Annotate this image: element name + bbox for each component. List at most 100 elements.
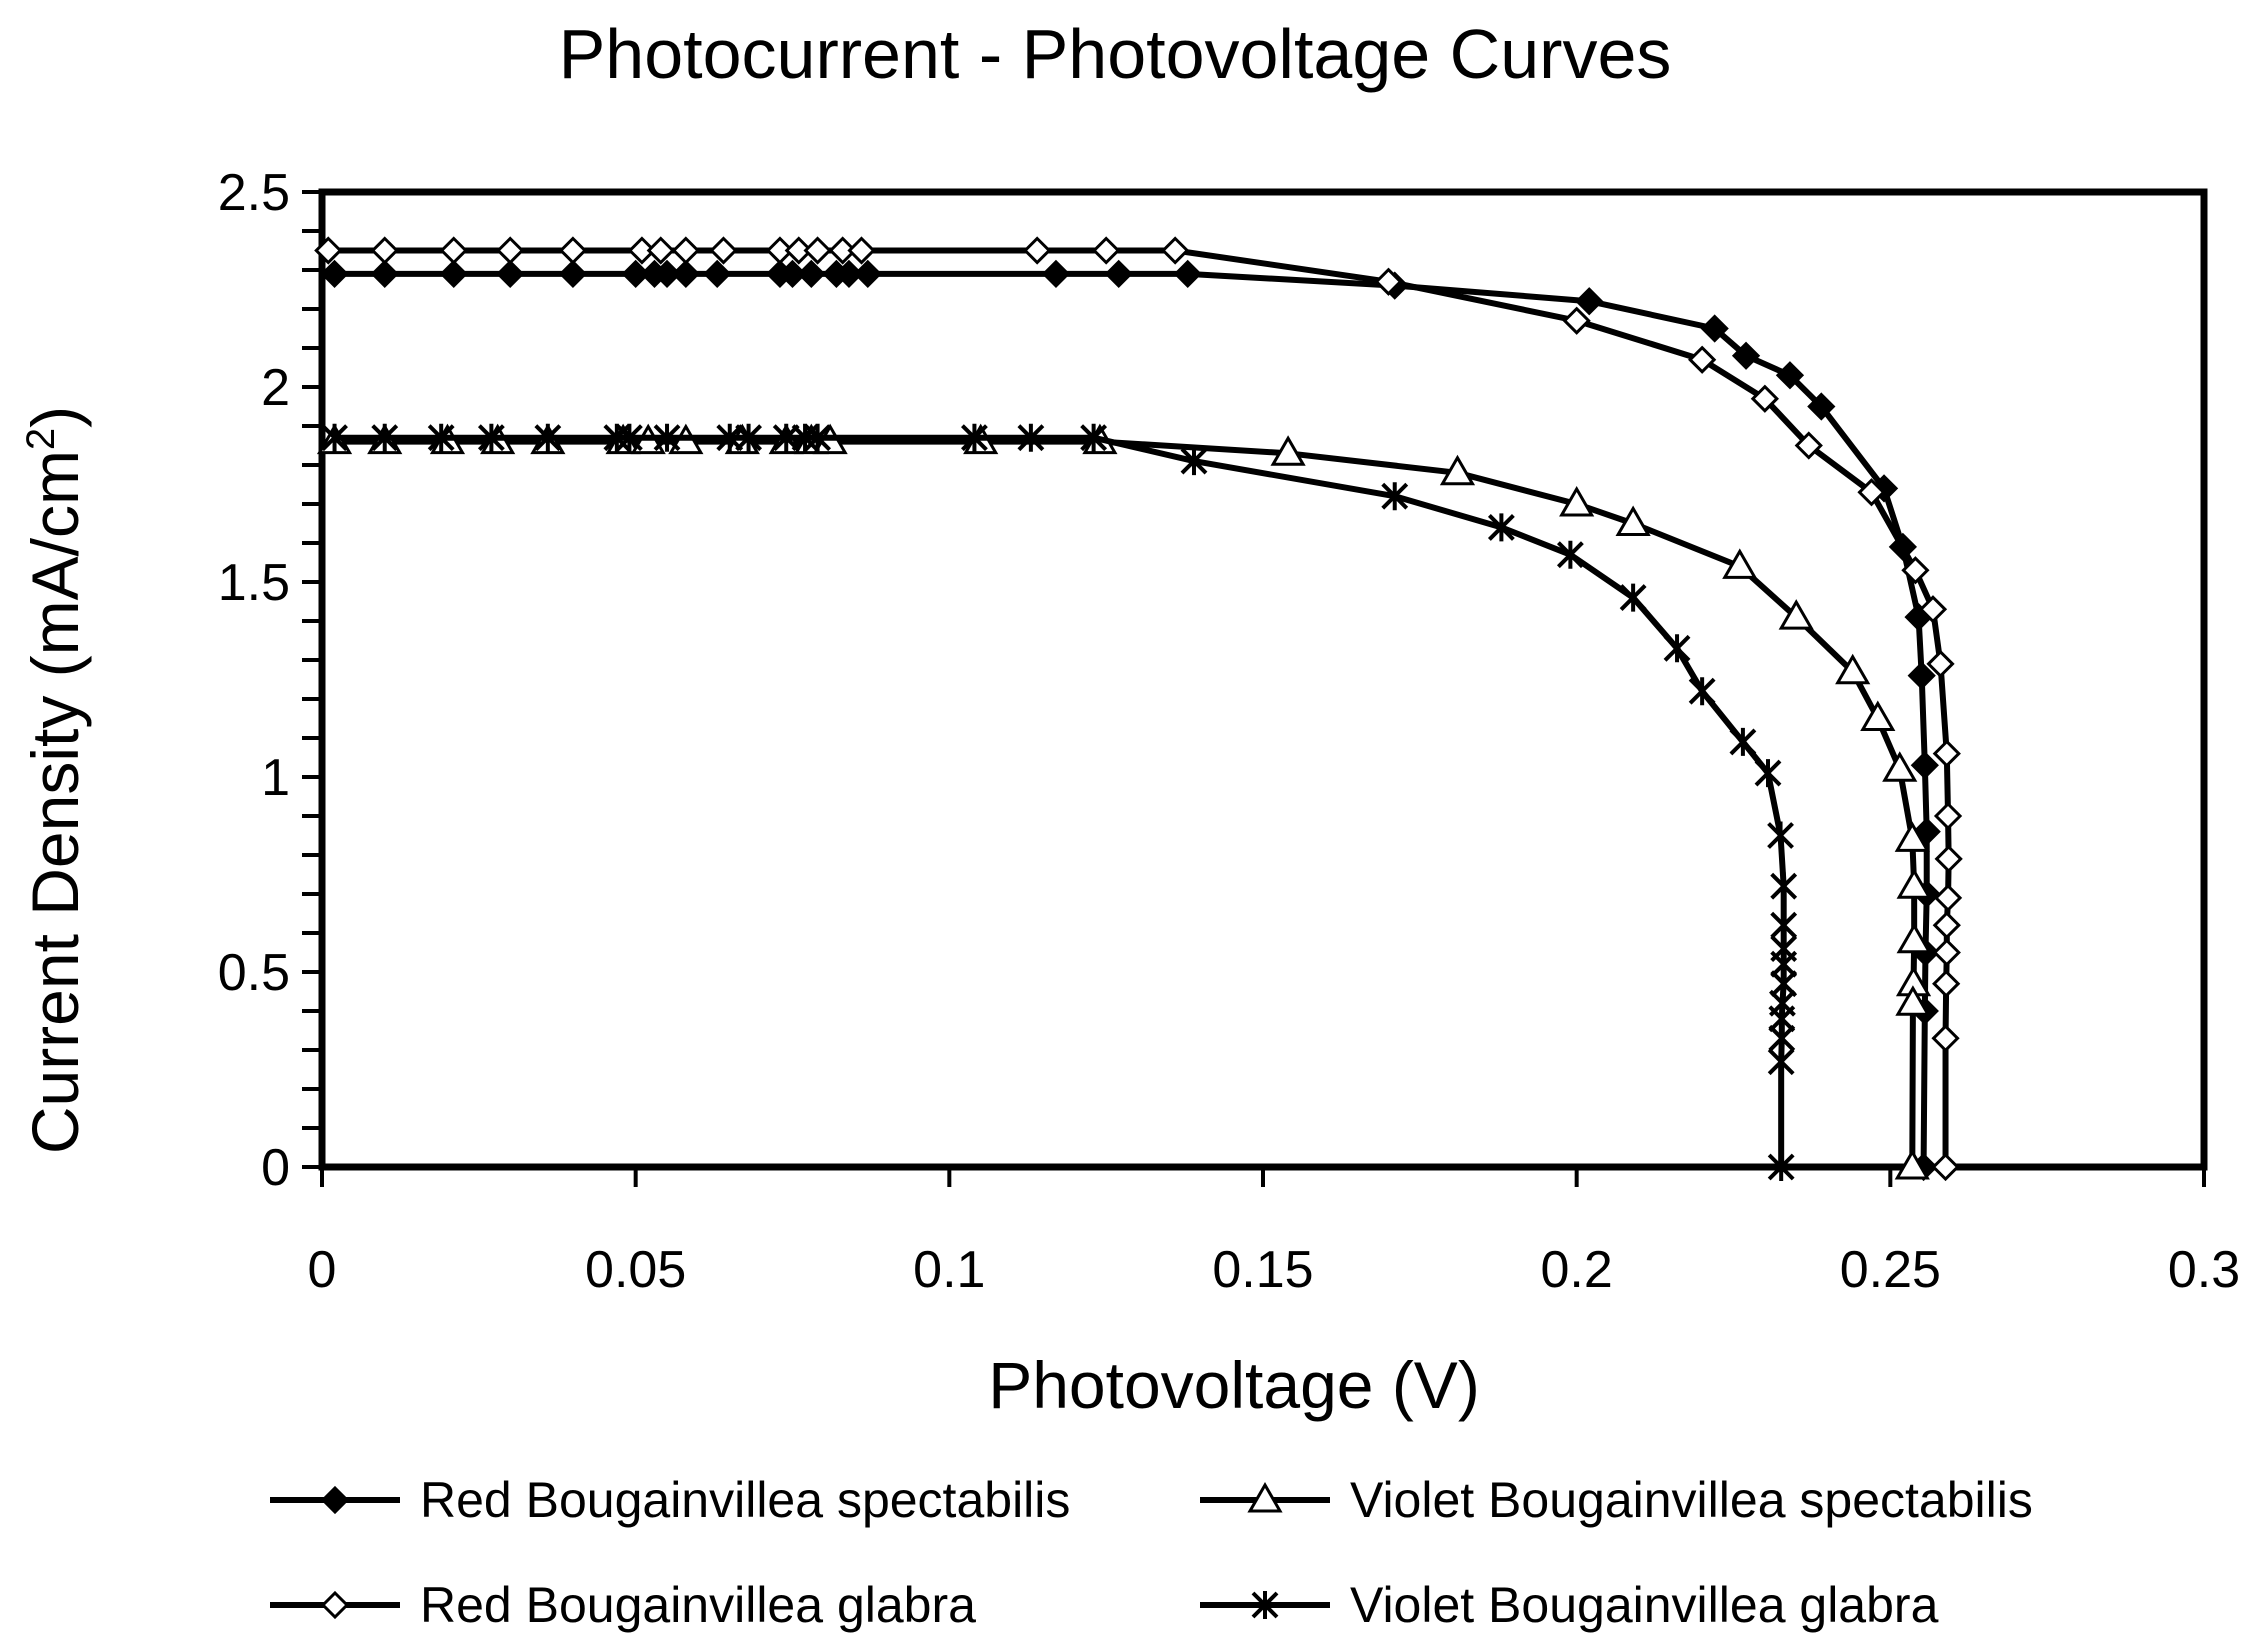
data-point (621, 259, 650, 289)
data-point (1559, 485, 1595, 517)
data-point (1931, 1024, 1960, 1053)
data-point (1778, 599, 1814, 630)
legend-item-violet-bougainvillea-spectabilis: Violet Bougainvillea spectabilis (1200, 1472, 2033, 1528)
data-point (534, 423, 562, 452)
x-tick-label: 0.05 (585, 1241, 686, 1299)
x-axis-ticks: 0 0.05 0.1 0.15 0.2 0.25 0.3 (308, 1167, 2240, 1299)
legend-label: Red Bougainvillea glabra (420, 1577, 976, 1633)
data-point (427, 423, 455, 452)
data-point (314, 236, 343, 265)
data-point (1663, 634, 1691, 663)
series-violet-bougainvillea-glabra (321, 423, 1798, 1181)
series-line (334, 434, 1787, 1167)
data-point (370, 259, 399, 289)
y-axis-label: Current Density (mA/cm2) (18, 406, 92, 1154)
data-point (1575, 287, 1604, 316)
x-tick-label: 0.3 (2168, 1241, 2240, 1299)
data-point (1731, 341, 1761, 370)
data-point (1910, 751, 1939, 780)
data-point (1487, 513, 1515, 542)
data-point (646, 236, 675, 265)
data-point (1933, 801, 1963, 831)
data-point (1180, 447, 1208, 476)
data-point (1381, 482, 1409, 511)
data-point (439, 259, 468, 289)
data-point (1556, 540, 1584, 569)
data-point (1023, 236, 1052, 265)
data-point (320, 259, 349, 289)
data-point (321, 423, 348, 452)
data-point (1770, 872, 1798, 901)
data-point (1017, 423, 1045, 452)
data-point (1104, 259, 1133, 289)
legend-label: Red Bougainvillea spectabilis (420, 1472, 1070, 1528)
data-point (439, 236, 468, 265)
plot-area: 0 0.5 1 1.5 2 2.5 0 0.05 0.1 0.15 0.2 0.25 0.3 (218, 164, 2240, 1299)
data-point (558, 259, 588, 289)
data-point (1932, 969, 1961, 998)
data-point (1562, 306, 1591, 335)
data-point (1932, 938, 1961, 967)
data-point (671, 259, 700, 289)
data-point (477, 423, 505, 452)
data-point (735, 423, 763, 452)
data-point (1754, 759, 1782, 788)
data-point (797, 259, 826, 289)
legend-label: Violet Bougainvillea spectabilis (1350, 1472, 2033, 1528)
data-point (1688, 677, 1716, 706)
data-point (1700, 314, 1729, 343)
data-point (1767, 821, 1794, 850)
legend-marker (320, 1590, 350, 1620)
series-violet-bougainvillea-spectabilis (316, 423, 1932, 1180)
data-point (371, 423, 399, 452)
data-point (1857, 478, 1886, 507)
series-line (334, 438, 1918, 1168)
data-point (1439, 454, 1476, 486)
data-point (1907, 661, 1936, 690)
y-axis-label-superscript: 2 (19, 428, 63, 450)
data-point (496, 236, 525, 265)
data-point (1161, 236, 1190, 265)
y-tick-label: 0.5 (218, 944, 290, 1002)
data-point (496, 259, 525, 289)
data-point (1092, 236, 1121, 265)
legend-label: Violet Bougainvillea glabra (1350, 1577, 1939, 1633)
data-point (778, 259, 807, 289)
data-point (1794, 431, 1823, 460)
data-point (1932, 911, 1961, 940)
data-point (853, 259, 882, 289)
data-point (834, 259, 864, 289)
data-point (1896, 922, 1932, 954)
legend: Red Bougainvillea spectabilis Violet Boug… (270, 1472, 2033, 1633)
data-point (1882, 751, 1918, 782)
data-point (1932, 739, 1961, 768)
data-point (1173, 259, 1202, 289)
legend-marker (1251, 1591, 1279, 1619)
data-point (1619, 583, 1647, 612)
data-point (1901, 556, 1930, 585)
data-point (1767, 1153, 1795, 1181)
x-axis-label: Photovoltage (V) (988, 1348, 1480, 1422)
data-point (1894, 821, 1930, 852)
data-point (1931, 1152, 1960, 1182)
data-point (1729, 727, 1757, 756)
series-line (334, 270, 1930, 1168)
x-tick-label: 0.2 (1541, 1241, 1613, 1299)
data-point (1770, 911, 1798, 940)
data-point (1615, 505, 1651, 536)
y-axis-label-main: Current Density (mA/cm (18, 450, 92, 1154)
x-tick-label: 0.1 (913, 1241, 985, 1299)
data-point (784, 236, 813, 265)
data-point (1835, 653, 1871, 685)
legend-marker (1247, 1481, 1283, 1513)
data-point (765, 236, 795, 265)
data-point (961, 423, 988, 452)
data-point (1807, 392, 1836, 421)
data-point (791, 423, 819, 452)
data-point (1926, 649, 1955, 679)
y-tick-label: 2 (261, 359, 290, 417)
data-point (1374, 267, 1403, 296)
chart-title: Photocurrent - Photovoltage Curves (559, 15, 1672, 93)
data-point (1860, 700, 1896, 731)
